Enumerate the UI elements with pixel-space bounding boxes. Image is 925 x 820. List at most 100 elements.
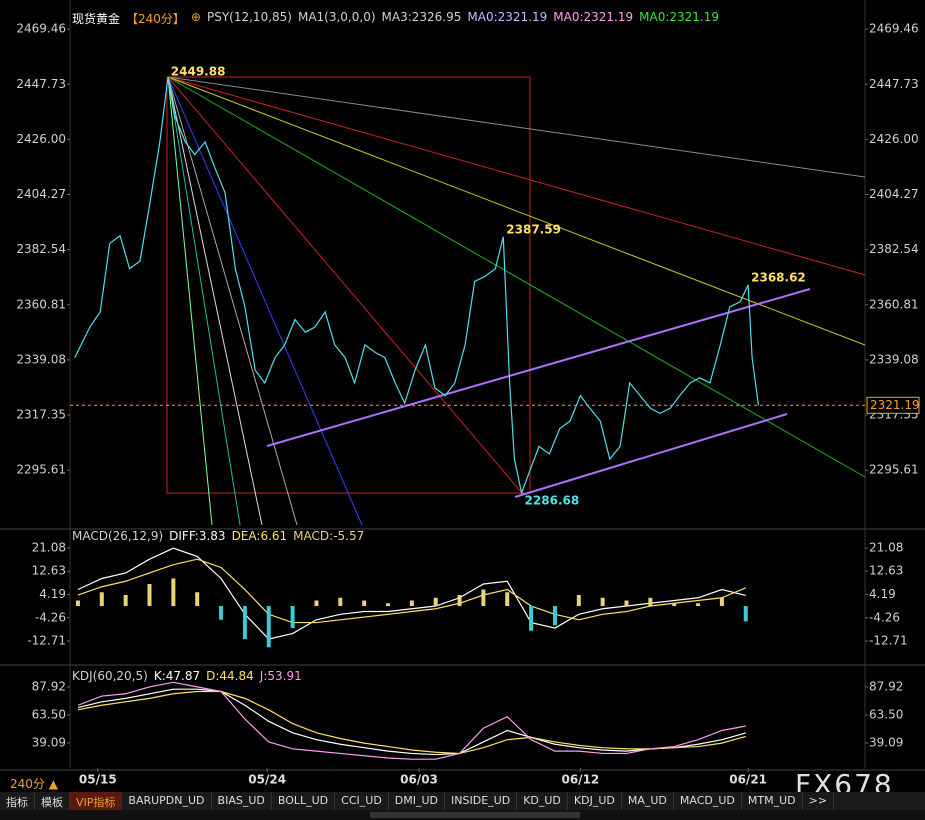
y-tick-label-right: 12.63 — [869, 564, 903, 578]
macd-bar — [672, 603, 677, 607]
x-tick-label: 06/12 — [561, 773, 599, 787]
toolbar-tab[interactable]: INSIDE_UD — [445, 792, 518, 810]
macd-bar — [290, 606, 295, 629]
price-annotation: 2286.68 — [525, 493, 580, 507]
macd-bar — [362, 600, 367, 607]
y-tick-label-right: 87.92 — [869, 679, 903, 693]
y-tick-label: 2295.61 — [16, 463, 66, 477]
y-tick-label-right: -12.71 — [869, 634, 908, 648]
y-tick-label-right: 63.50 — [869, 708, 903, 722]
y-tick-label: -12.71 — [27, 634, 66, 648]
indicator-line — [77, 681, 746, 760]
macd-bar — [600, 597, 605, 607]
indicator: MA1(3,0,0,0) — [297, 10, 376, 24]
macd-bar — [242, 606, 247, 640]
indicator: PSY(12,10,85) — [206, 10, 292, 24]
toolbar-tab[interactable]: MA_UD — [622, 792, 674, 810]
chart: 2469.46 2469.46 2447.73 2447.73 2426.00 2426.… — [0, 0, 925, 787]
fan-line — [167, 76, 866, 346]
toolbar: 指标 模板 VIP指标 BARUPDN_UD BIAS_UD BOLL_UD CCI_UD D… — [0, 792, 925, 810]
legend-entry: MACD:-5.57 — [293, 529, 365, 543]
x-tick-label: 06/21 — [729, 773, 767, 787]
legend-name: DIFF — [169, 529, 195, 543]
scroll-thumb[interactable] — [370, 812, 580, 818]
price-line — [74, 78, 760, 495]
y-tick-label: 2339.08 — [16, 352, 66, 366]
macd-bar — [171, 578, 176, 607]
add-icon[interactable]: ⊕ — [190, 10, 201, 24]
y-tick-label-right: 21.08 — [869, 540, 903, 554]
legend-entry: DEA:6.61 — [231, 529, 288, 543]
toolbar-tab[interactable]: VIP指标 — [70, 792, 123, 810]
price-annotation: 2368.62 — [751, 270, 806, 284]
fan-line — [167, 76, 866, 178]
toolbar-tab[interactable]: KD_UD — [517, 792, 568, 810]
y-tick-label-right: 2382.54 — [869, 242, 919, 256]
macd-bar — [147, 583, 152, 607]
scrollbar — [0, 810, 925, 820]
y-tick-label: 63.50 — [32, 708, 66, 722]
macd-bar — [314, 600, 319, 607]
toolbar-tab[interactable]: DMI_UD — [389, 792, 446, 810]
panel-title: MACD(26,12,9) — [72, 529, 164, 543]
x-tick-label: 05/24 — [248, 773, 286, 787]
macd-bar — [433, 597, 438, 607]
period[interactable]: 【240分】 — [126, 12, 185, 26]
toolbar-tab[interactable]: MACD_UD — [674, 792, 742, 810]
y-tick-label: 87.92 — [32, 679, 66, 693]
toolbar-tab[interactable]: BOLL_UD — [272, 792, 336, 810]
toolbar-tab[interactable]: >> — [803, 792, 835, 810]
y-tick-label-right: 2339.08 — [869, 352, 919, 366]
macd-bar — [624, 600, 629, 607]
y-tick-label-right: -4.26 — [869, 610, 900, 624]
y-tick-label: 4.19 — [39, 587, 66, 601]
indicator-line — [77, 690, 746, 755]
y-tick-label: 2426.00 — [16, 132, 66, 146]
y-tick-label-right: 2404.27 — [869, 187, 919, 201]
indicator-line — [77, 547, 746, 640]
macd-bar — [386, 603, 390, 607]
macd-header: MACD(26,12,9) DIFF:3.83 DEA:6.61 MACD:-5.5… — [72, 529, 364, 543]
fan-line — [167, 76, 213, 526]
y-tick-label-right: 2360.81 — [869, 297, 919, 311]
fan-line — [167, 76, 241, 526]
fan-line — [167, 76, 523, 494]
toolbar-tab[interactable]: MTM_UD — [742, 792, 803, 810]
legend-entry: DIFF:3.83 — [169, 529, 226, 543]
macd-bar — [338, 597, 343, 607]
last-price-box — [866, 396, 920, 414]
legend-name: D — [206, 669, 216, 683]
macd-bar — [481, 589, 486, 607]
indicator: MA3:2326.95 — [381, 10, 462, 24]
y-tick-label-right: 2447.73 — [869, 77, 919, 91]
macd-bar — [529, 606, 534, 631]
fan-line — [167, 76, 298, 526]
toolbar-tab[interactable]: CCI_UD — [335, 792, 389, 810]
kdj-header: KDJ(60,20,5) K:47.87 D:44.84 J:53.91 — [72, 669, 302, 683]
y-tick-label-right: 39.09 — [869, 736, 903, 750]
indicator: MA0:2321.19 — [553, 10, 634, 24]
price-annotation: 2387.59 — [506, 222, 561, 236]
toolbar-tab[interactable]: BIAS_UD — [212, 792, 272, 810]
toolbar-tab[interactable]: 模板 — [35, 792, 70, 810]
y-tick-label-right: 2469.46 — [869, 22, 919, 36]
macd-bar — [505, 592, 510, 607]
legend-value: 3.83 — [198, 529, 226, 543]
channel-line — [266, 288, 811, 447]
legend-value: 47.87 — [165, 669, 201, 683]
price-annotation: 2449.88 — [171, 64, 226, 78]
x-tick-label: 06/03 — [400, 773, 438, 787]
period-selector[interactable]: 240分 ▲ — [10, 777, 58, 791]
channel-line — [514, 413, 788, 498]
toolbar-tab[interactable]: BARUPDN_UD — [122, 792, 212, 810]
instrument: 现货黄金 — [72, 12, 121, 26]
toolbar-tab[interactable]: 指标 — [0, 792, 35, 810]
legend-name: J — [259, 669, 264, 683]
macd-bar — [266, 606, 271, 648]
legend-entry: J:53.91 — [259, 669, 302, 683]
macd-bar — [195, 592, 200, 607]
fan-line — [167, 76, 363, 526]
toolbar-tab[interactable]: KDJ_UD — [568, 792, 622, 810]
y-tick-label: -4.26 — [35, 610, 66, 624]
